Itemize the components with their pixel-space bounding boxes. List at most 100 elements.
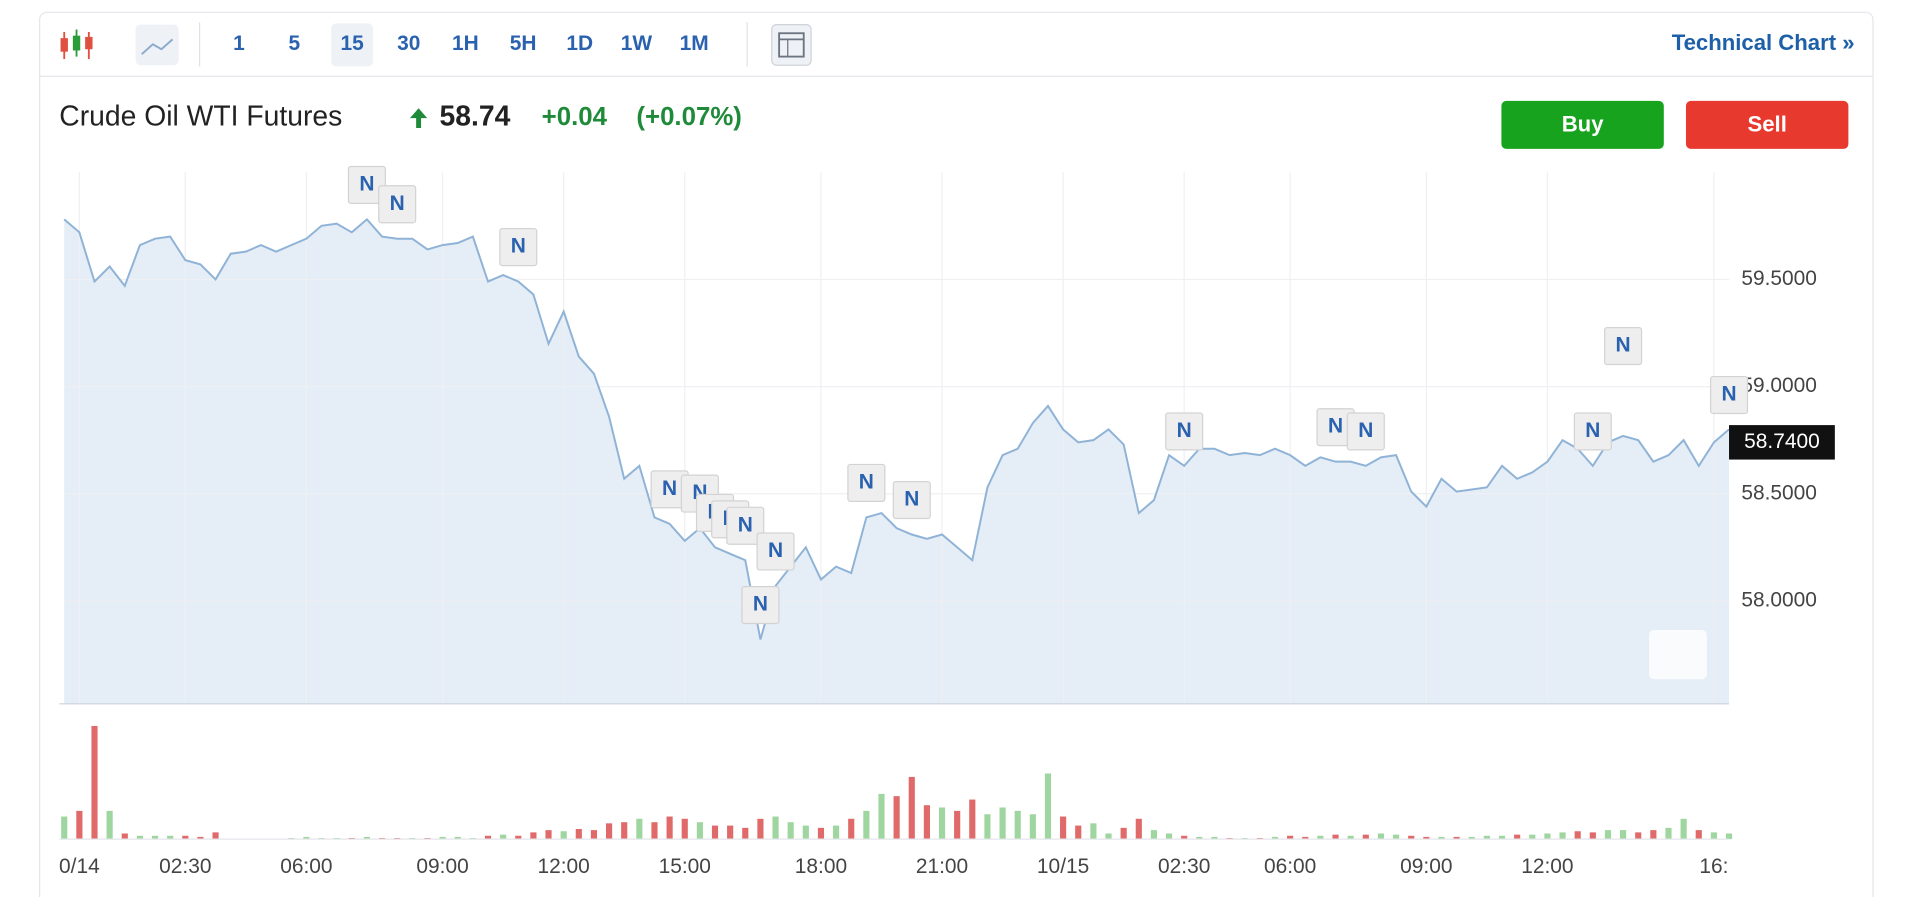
up-arrow [409, 108, 428, 128]
news-marker-label[interactable]: N [1585, 419, 1600, 442]
volume-bar [1468, 836, 1475, 840]
news-marker[interactable] [378, 185, 417, 224]
news-marker-label[interactable]: N [1721, 383, 1736, 406]
x-tick-label: 18:00 [795, 855, 847, 878]
volume-bar [621, 822, 628, 840]
volume-bar [711, 825, 719, 840]
volume-bar [651, 822, 658, 840]
volume-bar [1453, 836, 1460, 840]
volume-bar [848, 818, 855, 840]
buy-button[interactable] [1501, 100, 1664, 149]
interval[interactable]: 30 [397, 32, 420, 55]
volume-bar [560, 831, 567, 840]
volume-bar [197, 836, 204, 840]
interval[interactable]: 5H [510, 32, 537, 55]
y-tick-label: 58.0000 [1741, 588, 1817, 611]
sell-button[interactable] [1685, 100, 1849, 149]
news-marker-label[interactable]: N [1328, 415, 1343, 438]
interval[interactable]: 1H [452, 32, 479, 55]
news-marker[interactable] [892, 480, 931, 520]
volume-bar [1483, 835, 1490, 840]
sell-label[interactable]: Sell [1747, 111, 1786, 136]
news-marker[interactable] [726, 506, 765, 545]
interval[interactable]: 15 [341, 32, 365, 55]
volume-bar [212, 832, 219, 840]
interval[interactable]: 5 [289, 32, 301, 55]
news-marker-label[interactable]: N [753, 593, 768, 616]
news-marker-label[interactable]: N [1358, 419, 1373, 442]
x-tick-label: 0/14 [59, 855, 100, 878]
news-marker[interactable] [1346, 412, 1385, 451]
volume-bar [1620, 830, 1627, 840]
news-marker-label[interactable]: N [511, 235, 526, 258]
volume-bar [923, 805, 930, 840]
volume-bar [106, 810, 113, 840]
volume-bar [833, 825, 840, 840]
news-marker[interactable] [847, 463, 886, 502]
volume-bar [91, 725, 98, 840]
news-marker[interactable] [1573, 412, 1612, 451]
volume-bar [1498, 835, 1506, 840]
y-tick-label: 58.5000 [1741, 481, 1817, 504]
volume-bar [439, 836, 446, 840]
news-marker-label[interactable]: N [738, 513, 753, 536]
news-marker-label[interactable]: N [359, 172, 374, 195]
price: 58.74 [440, 100, 511, 132]
volume-bar [1680, 818, 1687, 840]
volume-bar [1574, 831, 1581, 840]
volume-bar [908, 776, 915, 840]
news-marker-label[interactable]: N [1177, 419, 1192, 442]
news-marker-label[interactable]: N [904, 488, 919, 511]
volume-bar [817, 827, 825, 840]
volume-bar [1514, 834, 1521, 840]
buy-label[interactable]: Buy [1562, 111, 1604, 136]
y-tick-label: 59.5000 [1741, 267, 1817, 290]
interval[interactable]: 1M [680, 32, 709, 55]
instrument-name: Crude Oil WTI Futures [59, 100, 342, 132]
volume-bar [1075, 825, 1082, 840]
news-marker[interactable] [1604, 327, 1643, 366]
volume-bar [1271, 836, 1279, 840]
volume-bar [590, 830, 598, 840]
news-marker[interactable] [347, 165, 386, 205]
news-marker[interactable] [741, 585, 780, 625]
news-marker[interactable] [1165, 412, 1204, 451]
volume-bar [1181, 835, 1188, 840]
interval[interactable]: 1W [621, 32, 653, 55]
volume-bar [1211, 836, 1218, 840]
change: +0.04 [542, 103, 608, 131]
volume-bar [1650, 830, 1657, 840]
volume-bar [1589, 832, 1596, 840]
volume-bar [303, 836, 310, 840]
volume-bar [1377, 833, 1385, 840]
volume-bar [1287, 835, 1294, 840]
volume-bar [1544, 833, 1551, 840]
news-marker[interactable] [1709, 375, 1749, 415]
volume-bar [893, 796, 900, 840]
news-marker-label[interactable]: N [768, 539, 783, 562]
volume-bar [1135, 818, 1142, 840]
volume-bar [530, 832, 537, 840]
volume-bar [1604, 830, 1612, 840]
news-marker-label[interactable]: N [1616, 334, 1631, 357]
interval-selected[interactable] [331, 23, 374, 67]
volume-bar [363, 836, 370, 840]
technical-chart-link[interactable]: Technical Chart » [1672, 30, 1855, 55]
line-chart-icon[interactable] [135, 24, 179, 66]
news-marker-label[interactable]: N [662, 477, 677, 500]
volume-bar [863, 810, 870, 840]
price-area [64, 219, 1730, 704]
candlestick-icon[interactable] [60, 29, 93, 60]
table-icon[interactable] [771, 23, 812, 66]
interval[interactable]: 1 [233, 32, 245, 55]
interval[interactable]: 1D [566, 32, 593, 55]
news-marker[interactable] [756, 532, 795, 571]
last-price-tag [1729, 425, 1835, 460]
volume-bar [1060, 816, 1067, 840]
news-marker-label[interactable]: N [859, 470, 874, 493]
news-marker[interactable] [499, 228, 538, 267]
news-marker-label[interactable]: N [390, 192, 405, 215]
last-price-label: 58.7400 [1744, 430, 1820, 453]
volume-bar [742, 827, 749, 840]
